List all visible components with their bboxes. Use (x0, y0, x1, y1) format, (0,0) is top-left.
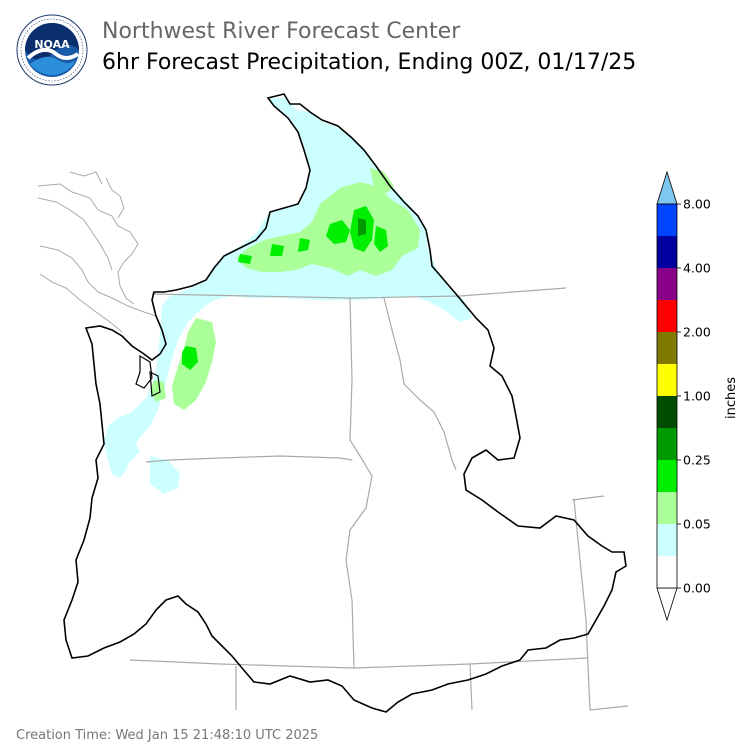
basin-boundary (63, 93, 627, 713)
page-subtitle: 6hr Forecast Precipitation, Ending 00Z, … (102, 50, 637, 75)
colorbar-bin (657, 460, 677, 492)
colorbar-tick-label: 8.00 (683, 197, 711, 212)
coastline-context (37, 171, 157, 333)
colorbar-tick-label: 4.00 (683, 261, 711, 276)
state-boundaries (129, 287, 629, 711)
colorbar-tick-label: 2.00 (683, 325, 711, 340)
colorbar-bin (657, 300, 677, 332)
colorbar-bin (657, 364, 677, 396)
noaa-logo-icon: NOAA (16, 14, 88, 86)
page-title: Northwest River Forecast Center (102, 19, 461, 44)
precip-area-light (104, 98, 472, 478)
colorbar-tick-label: 0.05 (683, 517, 711, 532)
colorbar-bin (657, 428, 677, 460)
colorbar-bin (657, 236, 677, 268)
colorbar-over-arrow (656, 170, 678, 205)
noaa-logo-text: NOAA (34, 38, 70, 51)
colorbar-bin (657, 524, 677, 556)
precipitation-map (37, 93, 629, 713)
precip-shading (104, 98, 472, 494)
puget-sound-outline (135, 354, 161, 397)
colorbar-tick-label: 0.25 (683, 453, 711, 468)
colorbar-bin (657, 492, 677, 524)
precipitation-colorbar: 0.00 0.05 0.25 1.00 2.00 4.00 8.00 inches (656, 170, 739, 622)
colorbar-under-arrow (656, 587, 678, 622)
colorbar-bin (657, 204, 677, 236)
colorbar-bin (657, 396, 677, 428)
creation-time: Creation Time: Wed Jan 15 21:48:10 UTC 2… (16, 728, 319, 743)
colorbar-bin (657, 268, 677, 300)
colorbar-bin (657, 332, 677, 364)
precip-area-green (326, 220, 350, 244)
colorbar-label: inches (724, 377, 739, 419)
colorbar-tick-label: 0.00 (683, 581, 711, 596)
colorbar-tick-label: 1.00 (683, 389, 711, 404)
colorbar-bin (657, 556, 677, 588)
